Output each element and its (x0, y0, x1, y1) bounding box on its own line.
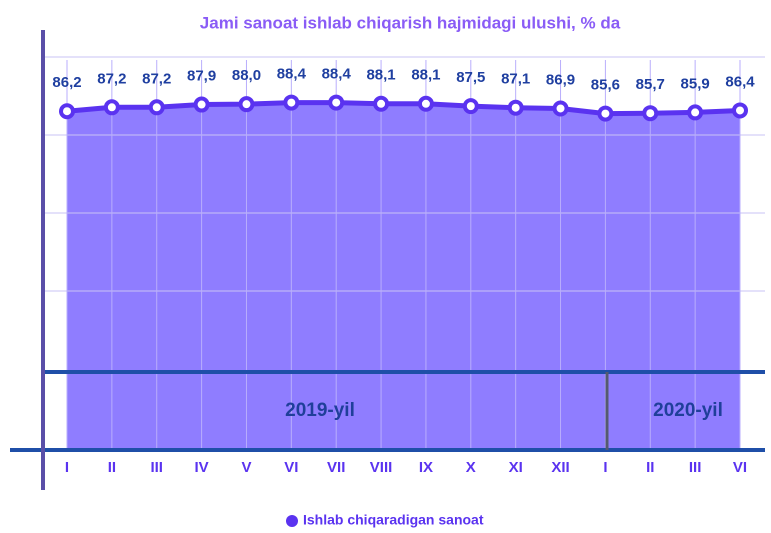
marker (238, 96, 255, 113)
marker (597, 105, 614, 122)
line (66, 100, 741, 117)
marker (193, 96, 210, 113)
marker (552, 100, 569, 117)
x-tick-label: VI (284, 459, 298, 476)
data-label: 88,4 (277, 66, 307, 83)
data-label: 88,4 (322, 66, 352, 83)
marker (328, 94, 345, 111)
data-label: 88,1 (366, 67, 395, 84)
x-tick-label: III (150, 459, 163, 476)
legend-marker (286, 515, 298, 527)
legend-label: Ishlab chiqaradigan sanoat (303, 512, 484, 528)
marker (103, 99, 120, 116)
x-tick-label: IX (419, 459, 433, 476)
x-tick-label: X (466, 459, 476, 476)
marker (687, 104, 704, 121)
x-tick-label: VIII (370, 459, 393, 476)
data-label: 87,1 (501, 71, 530, 88)
chart-title: Jami sanoat ishlab chiqarish hajmidagi u… (200, 13, 621, 32)
data-label: 85,7 (636, 76, 665, 93)
area (67, 102, 740, 450)
data-label: 88,0 (232, 67, 261, 84)
data-label: 87,2 (142, 70, 171, 87)
data-label: 87,9 (187, 68, 216, 85)
x-tick-label: V (241, 459, 251, 476)
data-label: 85,9 (681, 75, 710, 92)
x-tick-label: VI (733, 459, 747, 476)
data-label: 86,2 (52, 74, 81, 91)
marker (148, 99, 165, 116)
year-label: 2020-yil (653, 400, 723, 421)
marker (462, 98, 479, 115)
marker (417, 95, 434, 112)
x-tick-label: I (65, 459, 69, 476)
x-tick-label: XII (551, 459, 569, 476)
x-tick-label: II (108, 459, 116, 476)
data-label: 86,4 (725, 73, 755, 90)
marker (59, 103, 75, 120)
marker (642, 105, 659, 122)
x-tick-label: II (646, 459, 654, 476)
x-tick-label: I (603, 459, 607, 476)
year-label: 2019-yil (285, 400, 355, 421)
marker (373, 95, 390, 112)
x-tick-label: III (689, 459, 702, 476)
data-label: 87,2 (97, 70, 126, 87)
marker (507, 99, 524, 116)
x-tick-label: VII (327, 459, 345, 476)
data-label: 85,6 (591, 77, 620, 94)
data-label: 86,9 (546, 71, 575, 88)
x-tick-label: XI (509, 459, 523, 476)
marker (283, 94, 300, 111)
marker (732, 102, 748, 119)
x-tick-label: IV (195, 459, 209, 476)
data-label: 88,1 (411, 67, 440, 84)
data-label: 87,5 (456, 69, 485, 86)
